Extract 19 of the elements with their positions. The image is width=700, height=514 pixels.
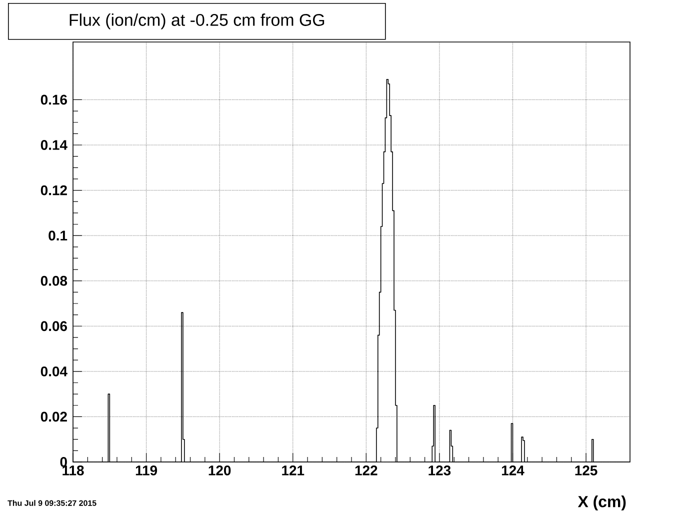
y-tick-label: 0.04 (40, 366, 68, 376)
y-tick-label: 0.02 (40, 412, 67, 422)
x-tick-label: 122 (355, 465, 378, 476)
chart-title: Flux (ion/cm) at -0.25 cm from GG (70, 14, 324, 30)
y-tick-label: 0.16 (40, 94, 67, 105)
x-tick-label: 121 (282, 465, 304, 476)
x-tick-label: 118 (62, 465, 84, 476)
x-tick-label: 124 (502, 465, 524, 476)
y-tick-label: 0.08 (40, 276, 68, 286)
x-tick-label: 119 (136, 465, 158, 476)
y-tick-label: 0 (60, 457, 67, 467)
x-axis-title: X (cm) (578, 496, 626, 510)
x-tick-label: 123 (428, 465, 451, 476)
y-tick-label: 0.06 (40, 321, 67, 332)
x-tick-label: 120 (208, 465, 231, 476)
x-tick-label: 125 (575, 465, 598, 476)
y-tick-label: 0.12 (40, 185, 67, 196)
y-tick-label: 0.14 (40, 140, 68, 150)
y-tick-label: 0.1 (48, 230, 68, 241)
